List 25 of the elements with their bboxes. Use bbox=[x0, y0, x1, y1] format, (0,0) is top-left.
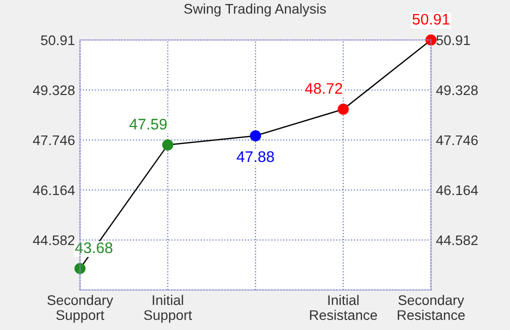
y-tick-label: 47.746 bbox=[32, 135, 75, 146]
y2-tick-label: 44.582 bbox=[436, 235, 478, 246]
x-tick-label: Secondary Resistance bbox=[398, 294, 465, 320]
y-tick-label: 50.91 bbox=[40, 35, 74, 46]
data-label: 43.68 bbox=[75, 242, 112, 254]
point bbox=[338, 104, 349, 115]
y2-tick-label: 49.328 bbox=[436, 85, 478, 96]
x-tick-label: Initial Support bbox=[144, 294, 192, 323]
chart-title: Swing Trading Analysis bbox=[184, 4, 326, 16]
y-tick-label: 46.164 bbox=[32, 185, 75, 196]
data-label: 48.72 bbox=[305, 83, 342, 94]
point bbox=[425, 34, 437, 46]
y-tick-label: 49.328 bbox=[32, 85, 75, 96]
y2-tick-label: 46.164 bbox=[436, 185, 478, 196]
y2-tick-label: 50.91 bbox=[436, 35, 470, 46]
point bbox=[162, 139, 174, 150]
y2-tick-label: 47.746 bbox=[436, 135, 478, 146]
point bbox=[74, 262, 86, 274]
point bbox=[250, 130, 262, 142]
data-label: 50.91 bbox=[412, 14, 450, 25]
y-tick-label: 44.582 bbox=[32, 235, 74, 246]
x-tick-label: Initial Resistance bbox=[310, 294, 377, 320]
data-label: 47.59 bbox=[130, 118, 167, 130]
data-label: 47.88 bbox=[236, 151, 274, 162]
x-tick-label: Secondary Support bbox=[47, 294, 114, 323]
